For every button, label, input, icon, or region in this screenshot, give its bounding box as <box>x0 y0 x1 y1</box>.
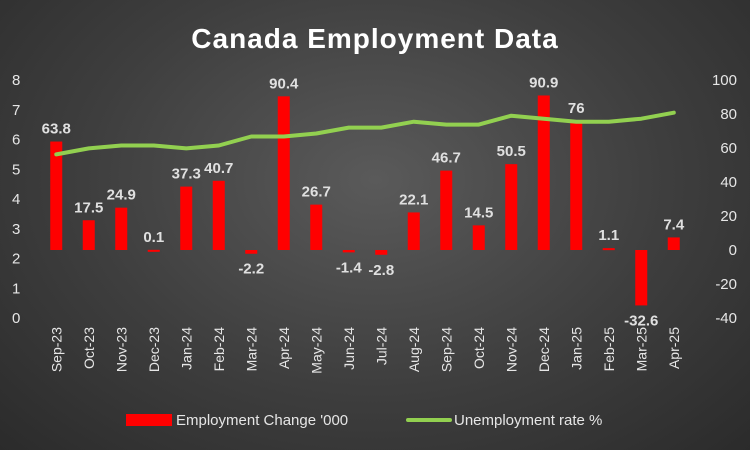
bar-data-label: 90.4 <box>269 75 299 92</box>
bar-data-label: 63.8 <box>42 121 71 138</box>
bar-data-label: 7.4 <box>663 216 685 233</box>
x-axis-tick-label: Oct-23 <box>81 327 97 369</box>
employment-change-bar <box>310 204 323 250</box>
employment-change-bar <box>472 225 485 250</box>
right-axis-tick-label: 20 <box>720 208 737 225</box>
employment-change-bar <box>602 248 615 251</box>
left-axis-tick-label: 1 <box>12 280 20 297</box>
bar-data-label: -2.8 <box>368 262 394 279</box>
bar-series <box>50 95 680 306</box>
bar-data-label: -32.6 <box>624 312 658 329</box>
employment-change-bar <box>115 207 128 250</box>
x-axis-tick-label: Feb-25 <box>601 327 617 372</box>
employment-change-bar <box>440 170 453 250</box>
chart-legend: Employment Change '000 Unemployment rate… <box>126 412 602 429</box>
right-axis-tick-label: 0 <box>729 242 737 259</box>
bar-data-label: 46.7 <box>432 150 461 167</box>
employment-change-bar <box>82 220 95 250</box>
x-axis-tick-label: May-24 <box>308 327 324 374</box>
x-axis-tick-label: Sep-24 <box>438 327 454 372</box>
left-axis-tick-label: 0 <box>12 310 20 327</box>
chart-title: Canada Employment Data <box>191 23 558 54</box>
x-axis-tick-label: Jul-24 <box>373 327 389 365</box>
employment-change-bar <box>50 141 63 250</box>
x-axis-tick-label: Jan-24 <box>178 327 194 370</box>
employment-change-bar <box>375 250 388 255</box>
bar-data-label: 14.5 <box>464 204 493 221</box>
right-axis-tick-label: -20 <box>715 276 737 293</box>
bar-data-labels: 63.817.524.90.137.3 40.7-2.290.426.7-1.4-… <box>42 74 685 329</box>
employment-change-bar <box>570 120 583 250</box>
bar-data-label: 26.7 <box>302 184 331 201</box>
employment-change-bar <box>180 186 193 250</box>
x-axis-tick-label: Jun-24 <box>341 327 357 370</box>
x-axis-tick-label: Jan-25 <box>568 327 584 370</box>
employment-change-bar <box>667 237 680 250</box>
x-axis-tick-label: Apr-24 <box>276 327 292 369</box>
bar-data-label: 24.9 <box>107 187 136 204</box>
legend-label-employment-change: Employment Change '000 <box>176 412 348 429</box>
left-axis-tick-label: 2 <box>12 251 20 268</box>
x-axis-tick-label: Feb-24 <box>211 327 227 372</box>
unemployment-rate-line <box>54 110 676 157</box>
employment-change-bar <box>505 164 518 250</box>
employment-change-bar <box>537 95 550 250</box>
left-axis-tick-label: 3 <box>12 221 20 238</box>
employment-change-bar <box>635 250 648 306</box>
bar-data-label: -1.4 <box>336 259 363 276</box>
bar-data-label: 37.3 <box>172 166 201 183</box>
bar-data-label: 40.7 <box>204 160 233 177</box>
employment-change-bar <box>212 180 225 250</box>
x-axis-tick-label: Aug-24 <box>406 327 422 372</box>
right-axis-tick-label: -40 <box>715 310 737 327</box>
x-axis-tick-label: Sep-23 <box>48 327 64 372</box>
x-axis-tick-label: Dec-23 <box>146 327 162 372</box>
left-axis-ticks: 0 1 2 3 4 5 6 7 8 <box>12 72 20 327</box>
left-axis-tick-label: 7 <box>12 102 20 119</box>
employment-change-bar <box>245 250 258 254</box>
x-axis-tick-label: Nov-24 <box>503 327 519 372</box>
x-axis-tick-label: Mar-24 <box>243 327 259 372</box>
employment-change-bar <box>407 212 420 250</box>
bar-data-label: -2.2 <box>238 261 264 278</box>
right-axis-ticks: -40 -20 0 20 40 60 80 100 <box>712 72 737 327</box>
bar-data-label: 50.5 <box>497 143 526 160</box>
legend-label-unemployment-rate: Unemployment rate % <box>454 412 602 429</box>
bar-data-label: 1.1 <box>598 227 619 244</box>
bar-data-label: 90.9 <box>529 74 558 91</box>
right-axis-tick-label: 100 <box>712 72 737 89</box>
right-axis-tick-label: 40 <box>720 174 737 191</box>
employment-change-bar <box>342 250 355 253</box>
employment-change-bar <box>147 249 160 252</box>
line-series <box>54 110 676 157</box>
employment-change-bar <box>277 96 290 250</box>
bar-data-label: 76 <box>568 100 585 117</box>
x-axis-tick-label: Dec-24 <box>536 327 552 372</box>
left-axis-tick-label: 6 <box>12 132 20 149</box>
left-axis-tick-label: 4 <box>12 191 20 208</box>
bar-data-label: 22.1 <box>399 191 428 208</box>
right-axis-tick-label: 60 <box>720 140 737 157</box>
left-axis-tick-label: 5 <box>12 161 20 178</box>
right-axis-tick-label: 80 <box>720 106 737 123</box>
x-axis-tick-label: Apr-25 <box>666 327 682 369</box>
x-axis-tick-label: Oct-24 <box>471 327 487 369</box>
x-axis-tick-label: Nov-23 <box>113 327 129 372</box>
left-axis-tick-label: 8 <box>12 72 20 89</box>
bar-data-label: 0.1 <box>143 229 164 246</box>
legend-swatch-employment-change <box>126 414 172 426</box>
bar-data-label: 17.5 <box>74 199 103 216</box>
x-axis-ticks: Sep-23 Oct-23 Nov-23 Dec-23 Jan-24 Feb-24 Mar-… <box>48 327 682 374</box>
x-axis-tick-label: Mar-25 <box>633 327 649 372</box>
